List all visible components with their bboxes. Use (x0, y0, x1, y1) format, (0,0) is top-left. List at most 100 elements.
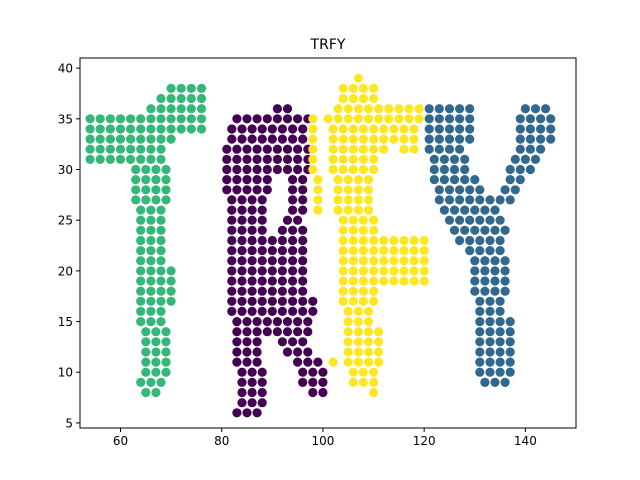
data-point-s2-67 (348, 164, 358, 175)
data-point-s0-74 (136, 235, 146, 246)
data-point-s3-117 (475, 367, 485, 377)
data-point-s0-34 (95, 144, 105, 154)
data-point-s1-113 (277, 256, 287, 266)
data-point-s3-39 (455, 185, 465, 195)
data-point-s3-140 (525, 144, 536, 154)
data-point-s2-24 (374, 114, 384, 124)
data-point-s0-45 (126, 154, 136, 164)
data-point-s1-75 (247, 205, 257, 215)
data-point-s0-51 (151, 164, 161, 175)
data-point-s3-57 (475, 215, 485, 225)
data-point-s2-53 (358, 144, 368, 154)
data-point-s2-55 (379, 144, 389, 154)
data-point-s1-202 (308, 377, 318, 387)
data-point-s2-148 (348, 296, 358, 306)
data-point-s2-60 (338, 154, 348, 164)
data-point-s1-89 (277, 225, 287, 235)
data-point-s3-89 (490, 286, 500, 296)
data-point-s0-106 (151, 327, 161, 337)
data-point-s2-4 (369, 83, 379, 93)
data-point-s2-81 (333, 195, 343, 205)
data-point-s0-17 (136, 124, 146, 134)
data-point-s2-70 (313, 175, 323, 185)
data-point-s3-102 (485, 327, 495, 337)
data-point-s3-74 (495, 246, 505, 256)
data-point-s0-125 (166, 83, 176, 93)
data-point-s1-121 (277, 266, 287, 276)
data-point-s1-111 (257, 256, 267, 266)
data-point-s2-50 (328, 144, 338, 154)
data-point-s3-86 (500, 276, 510, 286)
data-point-s1-185 (303, 347, 313, 357)
data-point-s2-57 (409, 144, 419, 154)
data-point-s2-10 (343, 104, 353, 114)
data-point-s2-40 (328, 134, 338, 144)
data-point-s2-16 (404, 104, 414, 114)
data-point-s1-200 (257, 377, 267, 387)
data-point-s1-79 (227, 215, 237, 225)
data-point-s1-199 (247, 377, 257, 387)
data-point-s0-138 (186, 104, 196, 114)
data-point-s2-33 (358, 124, 368, 134)
y-tick-label: 10 (58, 366, 73, 380)
data-point-s3-60 (449, 225, 460, 235)
data-point-s3-85 (490, 276, 500, 286)
data-point-s1-143 (257, 296, 267, 306)
data-point-s0-60 (161, 185, 171, 195)
data-point-s0-1 (95, 114, 105, 124)
data-point-s1-162 (272, 317, 282, 327)
data-point-s1-141 (237, 296, 247, 306)
data-point-s2-12 (363, 104, 374, 114)
data-point-s3-38 (444, 185, 455, 195)
data-point-s1-128 (267, 276, 277, 286)
data-point-s1-207 (308, 387, 318, 398)
data-point-s2-82 (343, 195, 353, 205)
data-point-s0-63 (151, 195, 161, 205)
data-point-s1-156 (298, 306, 308, 316)
data-point-s1-182 (252, 347, 262, 357)
data-point-s0-47 (146, 154, 156, 164)
data-point-s2-138 (379, 276, 389, 286)
data-point-s0-67 (156, 205, 166, 215)
data-point-s1-72 (298, 195, 308, 205)
data-point-s1-88 (257, 225, 267, 235)
data-point-s2-95 (348, 225, 358, 235)
y-tick-label: 40 (58, 62, 73, 76)
data-point-s2-83 (353, 195, 363, 205)
data-point-s0-13 (95, 124, 105, 134)
data-point-s1-4 (252, 114, 262, 124)
data-point-s1-45 (232, 164, 242, 175)
data-point-s2-149 (358, 296, 368, 306)
data-point-s3-46 (475, 195, 485, 205)
data-point-s2-28 (414, 114, 424, 124)
data-point-s3-71 (465, 246, 475, 256)
data-point-s3-16 (434, 134, 444, 144)
data-point-s1-100 (227, 246, 237, 256)
data-point-s0-72 (146, 225, 156, 235)
data-point-s2-3 (358, 83, 368, 93)
data-point-s1-97 (277, 235, 287, 246)
data-point-s3-109 (475, 347, 485, 357)
data-point-s0-88 (146, 276, 156, 286)
data-point-s0-50 (141, 164, 151, 175)
data-point-s2-134 (338, 276, 348, 286)
data-point-s0-111 (141, 347, 151, 357)
data-point-s3-35 (460, 175, 470, 185)
data-point-s3-78 (500, 256, 510, 266)
data-point-s0-69 (146, 215, 156, 225)
data-point-s2-118 (358, 256, 368, 266)
data-point-s0-24 (85, 134, 95, 144)
data-point-s3-137 (536, 134, 546, 144)
data-point-s3-41 (475, 185, 485, 195)
data-point-s3-124 (520, 104, 531, 114)
data-point-s2-27 (404, 114, 414, 124)
data-point-s2-49 (308, 144, 318, 154)
data-point-s1-197 (318, 367, 328, 377)
data-point-s3-0 (424, 104, 434, 114)
x-tick-label: 120 (413, 434, 436, 448)
data-point-s1-212 (232, 408, 242, 418)
data-point-s1-57 (262, 175, 272, 185)
data-point-s3-87 (470, 286, 480, 296)
data-point-s1-66 (298, 185, 308, 195)
data-point-s2-175 (358, 367, 368, 377)
